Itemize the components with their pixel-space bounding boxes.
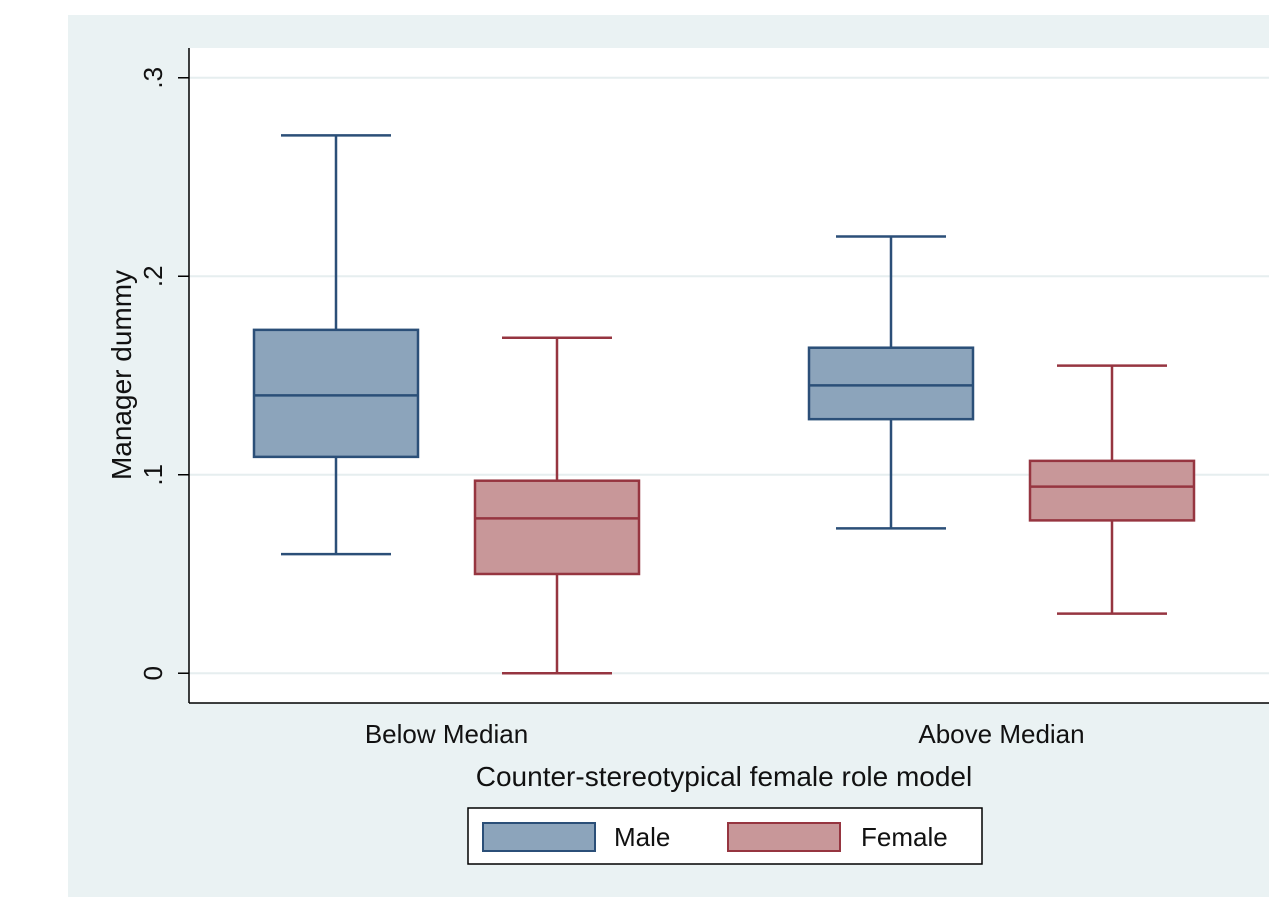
y-axis-title: Manager dummy	[106, 270, 137, 480]
y-tick-label: .2	[138, 265, 168, 287]
iqr-box	[252, 328, 420, 459]
iqr-box	[473, 479, 641, 576]
box-plots	[252, 134, 1196, 675]
y-tick-label: .3	[138, 67, 168, 89]
y-tick-label: .1	[138, 464, 168, 486]
chart-svg: 0 .1 .2 .3 Below Median Above Median Counter…	[106, 48, 1269, 865]
legend-label-female: Female	[861, 822, 948, 852]
iqr-box	[1028, 459, 1196, 522]
legend: Male Female	[467, 807, 983, 865]
chart-figure: 0 .1 .2 .3 Below Median Above Median Counter…	[68, 15, 1269, 897]
x-category-labels: Below Median Above Median	[365, 719, 1085, 749]
y-ticks: 0 .1 .2 .3	[138, 67, 189, 680]
box-male-1	[807, 235, 975, 530]
legend-label-male: Male	[614, 822, 670, 852]
y-tick-label: 0	[138, 666, 168, 680]
x-category-label: Below Median	[365, 719, 528, 749]
iqr-box	[807, 346, 975, 421]
x-category-label: Above Median	[918, 719, 1084, 749]
x-axis-title: Counter-stereotypical female role model	[476, 761, 972, 792]
legend-swatch-male	[482, 822, 596, 852]
grid-lines	[189, 76, 1269, 675]
box-female-0	[473, 336, 641, 675]
legend-swatch-female	[727, 822, 841, 852]
box-male-0	[252, 134, 420, 556]
box-female-1	[1028, 364, 1196, 615]
